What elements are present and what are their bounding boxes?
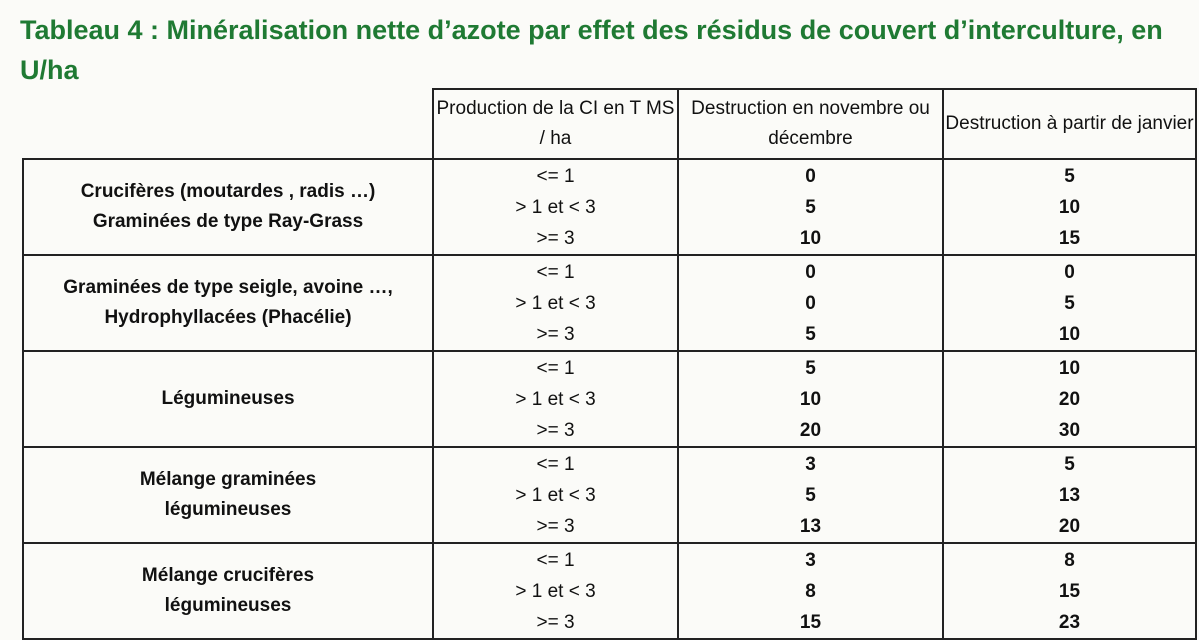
production-level: <= 1 bbox=[536, 165, 575, 187]
production-level: <= 1 bbox=[536, 453, 575, 475]
value: 10 bbox=[1058, 196, 1081, 218]
value: 0 bbox=[805, 261, 816, 283]
table-row: Légumineuses <= 1 > 1 et < 3 >= 3 5 10 2… bbox=[22, 350, 1197, 448]
nov-dec-values-cell: 0 5 10 bbox=[677, 158, 944, 256]
production-levels-cell: <= 1 > 1 et < 3 >= 3 bbox=[432, 446, 679, 544]
category-cell: Légumineuses bbox=[22, 350, 434, 448]
category-line: Mélange graminées bbox=[139, 469, 317, 490]
nov-dec-values-cell: 3 5 13 bbox=[677, 446, 944, 544]
value: 10 bbox=[799, 388, 822, 410]
janvier-values-cell: 5 10 15 bbox=[942, 158, 1197, 256]
value: 23 bbox=[1058, 611, 1081, 633]
janvier-values-cell: 0 5 10 bbox=[942, 254, 1197, 352]
value: 15 bbox=[1058, 227, 1081, 249]
header-destruction-janvier: Destruction à partir de janvier bbox=[942, 88, 1197, 160]
category-line: Graminées de type seigle, avoine …, bbox=[63, 277, 393, 298]
value: 0 bbox=[805, 292, 816, 314]
value: 13 bbox=[1058, 484, 1081, 506]
category-cell: Crucifères (moutardes , radis …) Graminé… bbox=[22, 158, 434, 256]
production-level: <= 1 bbox=[536, 261, 575, 283]
category-cell: Graminées de type seigle, avoine …, Hydr… bbox=[22, 254, 434, 352]
production-levels-cell: <= 1 > 1 et < 3 >= 3 bbox=[432, 158, 679, 256]
category-line: Hydrophyllacées (Phacélie) bbox=[104, 307, 352, 328]
mineralisation-table: Production de la CI en T MS / ha Destruc… bbox=[22, 88, 1197, 640]
header-production: Production de la CI en T MS / ha bbox=[432, 88, 679, 160]
value: 3 bbox=[805, 549, 816, 571]
production-level: > 1 et < 3 bbox=[515, 292, 596, 314]
category-line: Crucifères (moutardes , radis …) bbox=[80, 181, 376, 202]
header-blank-cell bbox=[23, 89, 433, 159]
category-line: Légumineuses bbox=[161, 388, 295, 409]
value: 15 bbox=[799, 611, 822, 633]
category-line: Graminées de type Ray-Grass bbox=[92, 211, 364, 232]
nov-dec-values-cell: 5 10 20 bbox=[677, 350, 944, 448]
value: 13 bbox=[799, 515, 822, 537]
category-line: légumineuses bbox=[164, 499, 292, 520]
value: 30 bbox=[1058, 419, 1081, 441]
janvier-values-cell: 5 13 20 bbox=[942, 446, 1197, 544]
value: 15 bbox=[1058, 580, 1081, 602]
table-title: Tableau 4 : Minéralisation nette d’azote… bbox=[20, 15, 1163, 85]
value: 0 bbox=[1064, 261, 1075, 283]
value: 5 bbox=[805, 323, 816, 345]
value: 5 bbox=[1064, 292, 1075, 314]
value: 8 bbox=[1064, 549, 1075, 571]
production-level: <= 1 bbox=[536, 549, 575, 571]
production-levels-cell: <= 1 > 1 et < 3 >= 3 bbox=[432, 350, 679, 448]
value: 0 bbox=[805, 165, 816, 187]
production-level: > 1 et < 3 bbox=[515, 196, 596, 218]
value: 5 bbox=[805, 196, 816, 218]
value: 5 bbox=[1064, 165, 1075, 187]
production-level: > 1 et < 3 bbox=[515, 484, 596, 506]
production-level: <= 1 bbox=[536, 357, 575, 379]
value: 10 bbox=[1058, 357, 1081, 379]
table-row: Mélange crucifères légumineuses <= 1 > 1… bbox=[22, 542, 1197, 640]
nov-dec-values-cell: 3 8 15 bbox=[677, 542, 944, 640]
value: 5 bbox=[805, 484, 816, 506]
production-level: >= 3 bbox=[536, 323, 575, 345]
production-level: >= 3 bbox=[536, 227, 575, 249]
value: 5 bbox=[1064, 453, 1075, 475]
janvier-values-cell: 8 15 23 bbox=[942, 542, 1197, 640]
category-cell: Mélange graminées légumineuses bbox=[22, 446, 434, 544]
production-level: > 1 et < 3 bbox=[515, 388, 596, 410]
header-row: Production de la CI en T MS / ha Destruc… bbox=[23, 88, 1197, 160]
janvier-values-cell: 10 20 30 bbox=[942, 350, 1197, 448]
category-line: Mélange crucifères bbox=[141, 565, 315, 586]
value: 20 bbox=[799, 419, 822, 441]
production-level: >= 3 bbox=[536, 611, 575, 633]
production-levels-cell: <= 1 > 1 et < 3 >= 3 bbox=[432, 542, 679, 640]
value: 5 bbox=[805, 357, 816, 379]
production-level: >= 3 bbox=[536, 515, 575, 537]
nov-dec-values-cell: 0 0 5 bbox=[677, 254, 944, 352]
value: 8 bbox=[805, 580, 816, 602]
category-line: légumineuses bbox=[164, 595, 292, 616]
category-cell: Mélange crucifères légumineuses bbox=[22, 542, 434, 640]
table-row: Graminées de type seigle, avoine …, Hydr… bbox=[22, 254, 1197, 352]
value: 20 bbox=[1058, 515, 1081, 537]
value: 10 bbox=[799, 227, 822, 249]
value: 10 bbox=[1058, 323, 1081, 345]
header-destruction-nov-dec: Destruction en novembre ou décembre bbox=[677, 88, 944, 160]
production-levels-cell: <= 1 > 1 et < 3 >= 3 bbox=[432, 254, 679, 352]
production-level: > 1 et < 3 bbox=[515, 580, 596, 602]
table-row: Mélange graminées légumineuses <= 1 > 1 … bbox=[22, 446, 1197, 544]
table-row: Crucifères (moutardes , radis …) Graminé… bbox=[22, 158, 1197, 256]
production-level: >= 3 bbox=[536, 419, 575, 441]
value: 20 bbox=[1058, 388, 1081, 410]
value: 3 bbox=[805, 453, 816, 475]
